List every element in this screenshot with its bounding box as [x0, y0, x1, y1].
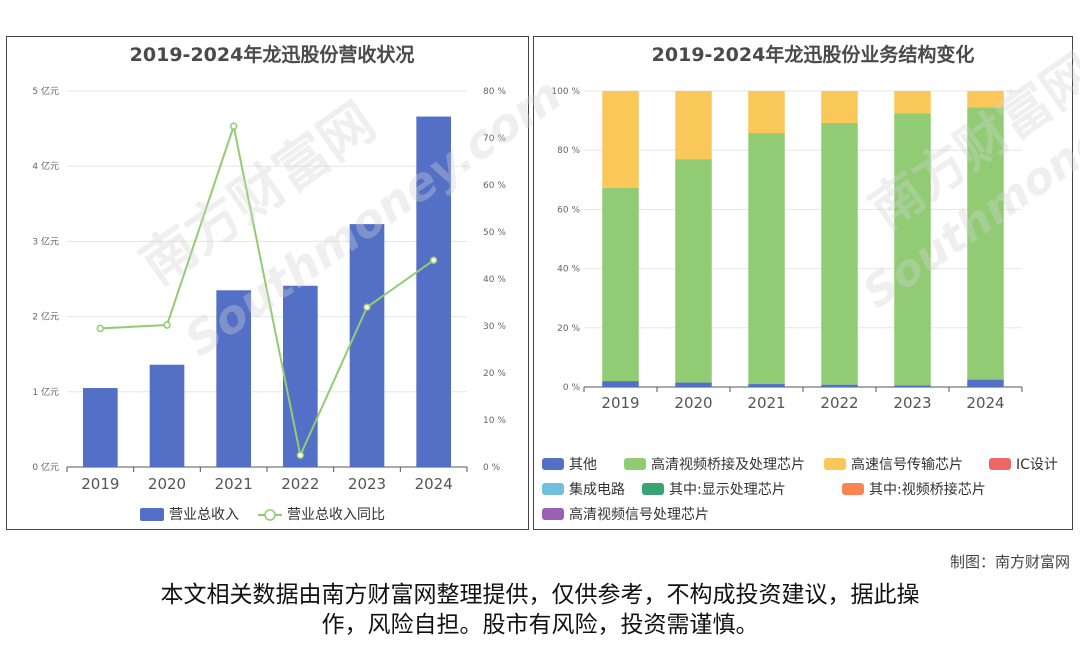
stacked-bar-segment — [894, 113, 931, 386]
legend-label: 其中:显示处理芯片 — [669, 482, 786, 498]
y-right-tick-label: 10 % — [483, 416, 506, 426]
x-tick-label: 2021 — [747, 394, 785, 412]
legend-swatch-yoy-marker — [264, 509, 276, 521]
y-left-tick-label: 0 亿元 — [32, 461, 59, 473]
y-left-tick-label: 5 亿元 — [32, 85, 59, 97]
legend-label: 高清视频信号处理芯片 — [569, 506, 709, 523]
legend-label: 其中:视频桥接芯片 — [869, 481, 986, 498]
stacked-bar-segment — [602, 91, 639, 188]
y-tick-label: 80 % — [557, 146, 580, 156]
revenue-chart: 2019-2024年龙迅股份营收状况 0 亿元 1 亿元 2 亿元 3 亿元 4 亿元 5 … — [32, 43, 506, 523]
stacked-bar-segment — [821, 384, 858, 387]
y-right-tick-label: 40 % — [483, 275, 506, 285]
y-left-tick-label: 2 亿元 — [32, 311, 59, 323]
legend-swatch — [642, 483, 664, 495]
legend-label-yoy: 营业总收入同比 — [287, 507, 385, 523]
legend-label: IC设计 — [1016, 457, 1058, 473]
stacked-bar-segment — [602, 187, 639, 382]
x-tick-label: 2019 — [81, 475, 119, 493]
stacked-bar-segment — [894, 385, 931, 387]
yoy-growth-point — [429, 256, 438, 264]
x-tick-label: 2024 — [415, 475, 453, 493]
business-structure-chart: 2019-2024年龙迅股份业务结构变化 0 % 20 % 40 % 60 % 80 % 1… — [542, 43, 1058, 523]
yoy-growth-point — [229, 122, 238, 130]
stacked-bar-segment — [602, 381, 639, 387]
y-tick-label: 20 % — [557, 324, 580, 334]
stacked-bar-segment — [821, 91, 858, 123]
legend-label: 高清视频桥接及处理芯片 — [651, 456, 805, 473]
y-left-tick-label: 4 亿元 — [32, 160, 59, 172]
x-tick-label: 2020 — [148, 475, 186, 493]
legend-swatch — [842, 483, 864, 495]
legend-swatch — [989, 458, 1011, 470]
stacked-bar-segment — [967, 107, 1004, 380]
y-right-tick-label: 80 % — [483, 87, 506, 97]
stacked-bar-segment — [748, 384, 785, 387]
legend-swatch — [824, 458, 846, 470]
y-left-tick-label: 1 亿元 — [32, 386, 59, 398]
stacked-bar-segment — [748, 133, 785, 385]
y-right-tick-label: 20 % — [483, 369, 506, 379]
revenue-bar — [283, 285, 318, 467]
credit-label: 制图：南方财富网 — [949, 553, 1070, 571]
y-tick-label: 0 % — [563, 383, 581, 393]
revenue-bar — [83, 388, 118, 467]
x-tick-label: 2024 — [966, 394, 1004, 412]
x-tick-label: 2023 — [348, 475, 386, 493]
x-tick-label: 2021 — [215, 475, 253, 493]
x-tick-label: 2020 — [674, 394, 712, 412]
x-tick-label: 2022 — [281, 475, 319, 493]
legend-swatch-revenue — [140, 508, 164, 521]
revenue-chart-panel: 2019-2024年龙迅股份营收状况 0 亿元 1 亿元 2 亿元 3 亿元 4 亿元 5 … — [6, 36, 529, 530]
legend-swatch — [624, 458, 646, 470]
chart-title: 2019-2024年龙迅股份营收状况 — [130, 43, 415, 66]
disclaimer-line-1: 本文相关数据由南方财富网整理提供，仅供参考，不构成投资建议，据此操 — [160, 582, 920, 608]
yoy-growth-line — [100, 122, 435, 459]
stacked-bar-segment — [675, 159, 712, 383]
revenue-bar — [216, 290, 251, 467]
y-tick-label: 100 % — [551, 87, 580, 97]
stacked-bar-segment — [821, 122, 858, 385]
y-right-tick-label: 0 % — [483, 463, 501, 473]
stacked-bar-segment — [675, 91, 712, 160]
legend-label: 高速信号传输芯片 — [851, 456, 963, 473]
y-right-tick-label: 50 % — [483, 228, 506, 238]
legend-swatch — [542, 458, 564, 470]
legend-label: 其他 — [569, 457, 597, 473]
chart-title: 2019-2024年龙迅股份业务结构变化 — [652, 43, 975, 66]
yoy-growth-point — [163, 321, 171, 329]
x-tick-label: 2022 — [820, 394, 858, 412]
legend-label-revenue: 营业总收入 — [169, 507, 239, 523]
y-right-tick-label: 30 % — [483, 322, 506, 332]
stacked-bar-segment — [967, 379, 1004, 387]
x-tick-label: 2023 — [893, 394, 931, 412]
disclaimer-line-2: 作，风险自担。股市有风险，投资需谨慎。 — [321, 612, 759, 638]
legend-swatch — [542, 508, 564, 520]
revenue-bar — [416, 116, 451, 468]
x-tick-label: 2019 — [601, 394, 639, 412]
stacked-bar-segment — [894, 91, 931, 114]
y-tick-label: 60 % — [557, 205, 580, 215]
stacked-bar-segment — [675, 382, 712, 387]
revenue-bar — [149, 364, 185, 467]
legend-label: 集成电路 — [569, 481, 625, 498]
yoy-growth-point — [296, 451, 305, 459]
stacked-bar-segment — [748, 91, 785, 134]
y-right-tick-label: 70 % — [483, 134, 506, 144]
legend-swatch — [542, 483, 564, 495]
yoy-growth-point — [363, 303, 371, 311]
yoy-growth-point — [96, 324, 105, 333]
y-right-tick-label: 60 % — [483, 181, 506, 191]
y-tick-label: 40 % — [557, 265, 580, 275]
y-left-tick-label: 3 亿元 — [32, 235, 59, 247]
revenue-bar — [349, 224, 385, 467]
disclaimer: 本文相关数据由南方财富网整理提供，仅供参考，不构成投资建议，据此操 作，风险自担… — [0, 580, 1080, 640]
stacked-bar-segment — [967, 91, 1004, 108]
business-structure-chart-panel: 2019-2024年龙迅股份业务结构变化 0 % 20 % 40 % 60 % 80 % 1… — [533, 36, 1073, 530]
